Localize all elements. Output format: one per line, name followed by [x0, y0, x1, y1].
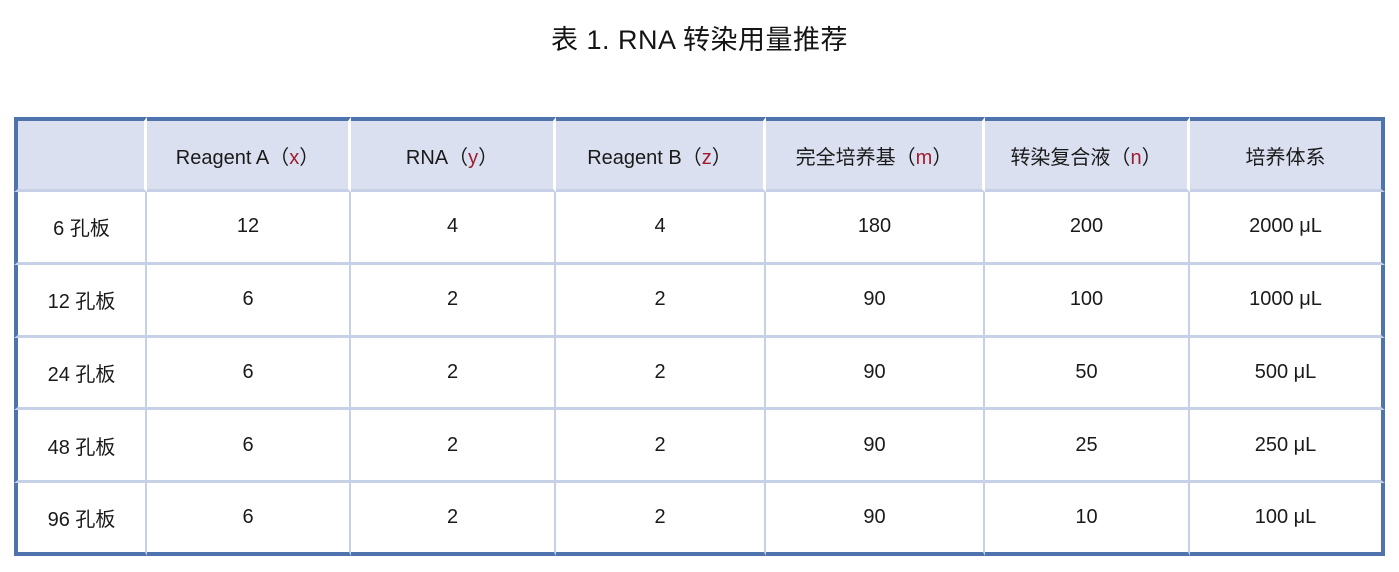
table-cell: 4 [351, 192, 556, 265]
table-cell: 100 [985, 264, 1190, 338]
table-cell: 25 [985, 410, 1190, 484]
col-label-suffix: ） [299, 146, 320, 169]
table-row-96-well: 96 孔板 6 2 2 90 10 100 μL [14, 483, 1385, 556]
row-header-12-well: 12 孔板 [14, 264, 147, 338]
table-cell: 10 [985, 483, 1190, 556]
corner-header-cell [14, 117, 147, 192]
col-label-suffix: ） [711, 146, 732, 169]
row-header-24-well: 24 孔板 [14, 337, 147, 411]
col-header-reagent-b: Reagent B（z） [556, 117, 766, 192]
table-cell: 200 [985, 192, 1190, 265]
col-label-suffix: ） [478, 146, 499, 169]
row-header-48-well: 48 孔板 [14, 410, 147, 484]
table-cell: 500 μL [1190, 337, 1385, 411]
table-cell: 90 [766, 410, 985, 484]
table-cell: 2 [351, 483, 556, 556]
col-variable: z [701, 146, 712, 169]
table-cell: 6 [147, 264, 351, 338]
col-label: 完全培养基（ [795, 146, 916, 169]
col-header-reagent-a: Reagent A（x） [147, 117, 351, 192]
table-row-12-well: 12 孔板 6 2 2 90 100 1000 μL [14, 264, 1385, 338]
table-cell: 250 μL [1190, 410, 1385, 484]
table-cell: 2 [351, 410, 556, 484]
table-cell: 2 [351, 264, 556, 338]
table-row-6-well: 6 孔板 12 4 4 180 200 2000 μL [14, 192, 1385, 265]
col-variable: x [289, 146, 300, 169]
table-cell: 90 [766, 264, 985, 338]
col-header-transfection-complex: 转染复合液（n） [985, 117, 1190, 192]
col-header-culture-system: 培养体系 [1190, 117, 1385, 192]
col-label: Reagent B（ [587, 146, 702, 169]
col-label: Reagent A（ [175, 146, 290, 169]
table-title: 表 1. RNA 转染用量推荐 [550, 25, 849, 55]
col-label: RNA（ [405, 146, 469, 169]
table-cell: 2 [556, 337, 766, 411]
table-cell: 2 [556, 264, 766, 338]
col-label: 培养体系 [1245, 146, 1326, 169]
rna-transfection-dose-table: Reagent A（x） RNA（y） Reagent B（z） 完全培养基（m… [14, 117, 1385, 556]
col-label: 转染复合液（ [1010, 146, 1131, 169]
table-cell: 12 [147, 192, 351, 265]
table-cell: 90 [766, 483, 985, 556]
table-cell: 4 [556, 192, 766, 265]
table-cell: 50 [985, 337, 1190, 411]
table-cell: 6 [147, 337, 351, 411]
col-variable: n [1130, 146, 1142, 169]
table-cell: 2000 μL [1190, 192, 1385, 265]
col-variable: m [915, 146, 933, 169]
table-cell: 2 [556, 483, 766, 556]
table-cell: 2 [556, 410, 766, 484]
col-label-suffix: ） [1141, 146, 1162, 169]
table-cell: 1000 μL [1190, 264, 1385, 338]
table-row-48-well: 48 孔板 6 2 2 90 25 250 μL [14, 410, 1385, 484]
table-cell: 90 [766, 337, 985, 411]
table-cell: 100 μL [1190, 483, 1385, 556]
header-row: Reagent A（x） RNA（y） Reagent B（z） 完全培养基（m… [14, 117, 1385, 192]
table-cell: 6 [147, 410, 351, 484]
col-label-suffix: ） [932, 146, 953, 169]
table-cell: 180 [766, 192, 985, 265]
table-cell: 6 [147, 483, 351, 556]
col-header-complete-medium: 完全培养基（m） [766, 117, 985, 192]
row-header-6-well: 6 孔板 [14, 192, 147, 265]
col-variable: y [468, 146, 479, 169]
table-cell: 2 [351, 337, 556, 411]
table-row-24-well: 24 孔板 6 2 2 90 50 500 μL [14, 337, 1385, 411]
row-header-96-well: 96 孔板 [14, 483, 147, 556]
col-header-rna: RNA（y） [351, 117, 556, 192]
